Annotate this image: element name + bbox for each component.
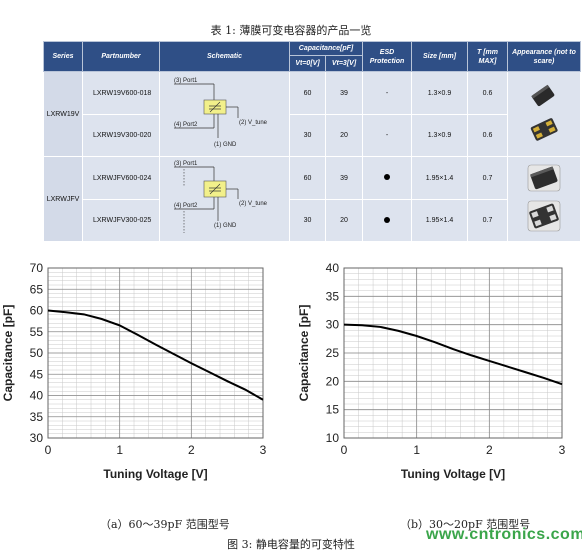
vt0-cell: 30: [289, 114, 326, 157]
header-vt3: Vt=3[V]: [325, 55, 363, 72]
esd-cell: -: [362, 114, 412, 157]
t-cell: 0.6: [467, 114, 508, 157]
partnumber-cell: LXRW19V600-018: [82, 71, 160, 115]
y-tick-label: 55: [30, 325, 44, 339]
x-axis-label: Tuning Voltage [V]: [401, 467, 505, 481]
t-cell: 0.6: [467, 71, 508, 115]
size-cell: 1.95×1.4: [411, 156, 468, 200]
esd-dot: [384, 174, 390, 180]
schematic-port2-label: (4) Port2: [174, 203, 198, 209]
y-tick-label: 20: [326, 374, 340, 388]
header-esd: ESD Protection: [362, 41, 412, 72]
esd-cell: [362, 199, 412, 242]
header-vt0: Vt=0[V]: [289, 55, 326, 72]
vt3-cell: 20: [325, 199, 363, 242]
package-image-1: [530, 84, 558, 141]
x-tick-label: 1: [413, 443, 420, 457]
y-tick-label: 35: [326, 289, 340, 303]
header-partnumber: Partnumber: [82, 41, 160, 72]
vt3-cell: 39: [325, 71, 363, 115]
y-axis-label: Capacitance [pF]: [1, 305, 15, 402]
table-caption: 表 1: 薄膜可变电容器的产品一览: [210, 24, 372, 37]
y-tick-label: 15: [326, 403, 340, 417]
series-line: [47, 309, 264, 401]
schematic-cell: (3) Port1 (4) Port2 (2) V_tune (1) GND: [159, 71, 290, 157]
partnumber-cell: LXRWJFV600-024: [82, 156, 160, 200]
schematic-vtune-label: (2) V_tune: [239, 120, 268, 126]
header-t: T [mm MAX]: [467, 41, 508, 72]
x-tick-label: 0: [341, 443, 348, 457]
schematic-gnd-label: (1) GND: [214, 223, 237, 229]
schematic-diagram-1: (3) Port1 (4) Port2 (2) V_tune (1) GND: [174, 78, 268, 148]
x-axis-label: Tuning Voltage [V]: [103, 467, 207, 481]
y-tick-label: 70: [30, 261, 44, 275]
partnumber-cell: LXRWJFV300-025: [82, 199, 160, 242]
header-series: Series: [43, 41, 83, 72]
header-appearance: Appearance (not to scare): [507, 41, 581, 72]
header-schematic: Schematic: [159, 41, 290, 72]
series-cell: LXRWJFV: [43, 156, 83, 242]
series-cell: LXRW19V: [43, 71, 83, 157]
header-capacitance: Capacitance[pF]: [289, 41, 363, 56]
partnumber-cell: LXRW19V300-020: [82, 114, 160, 157]
schematic-vtune-label: (2) V_tune: [239, 201, 268, 207]
vt0-cell: 60: [289, 156, 326, 200]
y-tick-label: 25: [326, 346, 340, 360]
chart-a-caption: （a）60～39pF 范围型号: [100, 518, 230, 531]
y-axis-label: Capacitance [pF]: [297, 305, 311, 402]
schematic-diagram-2: (3) Port1 (4) Port2 (2) V_tune (1) GND: [174, 161, 268, 233]
appearance-cell: [507, 71, 581, 157]
y-tick-label: 30: [30, 431, 44, 445]
figure-caption: 图 3: 静电容量的可变特性: [227, 538, 355, 551]
chart-b-caption: （b）30～20pF 范围型号: [400, 518, 531, 531]
chart-b: 10 15 20 25 30 35 40 0 1 2 3 Tuning Voltage [V] Capa…: [297, 261, 566, 481]
vt3-cell: 39: [325, 156, 363, 200]
header-size: Size [mm]: [411, 41, 468, 72]
schematic-port2-label: (4) Port2: [174, 122, 198, 128]
vt0-cell: 30: [289, 199, 326, 242]
vt3-cell: 20: [325, 114, 363, 157]
y-tick-label: 35: [30, 410, 44, 424]
x-tick-label: 1: [116, 443, 123, 457]
appearance-cell: [507, 156, 581, 242]
schematic-cell: (3) Port1 (4) Port2 (2) V_tune (1) GND: [159, 156, 290, 242]
plot-frame: [343, 267, 563, 439]
size-cell: 1.95×1.4: [411, 199, 468, 242]
x-tick-label: 0: [45, 443, 52, 457]
plot-frame: [47, 267, 264, 439]
t-cell: 0.7: [467, 199, 508, 242]
esd-cell: [362, 156, 412, 200]
esd-cell: -: [362, 71, 412, 115]
y-tick-label: 60: [30, 304, 44, 318]
y-tick-label: 30: [326, 318, 340, 332]
series-line: [343, 323, 563, 386]
schematic-port1-label: (3) Port1: [174, 78, 198, 84]
y-tick-label: 40: [30, 389, 44, 403]
chart-a: 30 35 40 45 50 55 60 65 70 0 1 2 3 Tuning Voltage [V]…: [1, 261, 267, 481]
product-table: Series Partnumber Schematic Capacitance[…: [43, 41, 581, 242]
y-tick-label: 65: [30, 282, 44, 296]
esd-dot: [384, 216, 390, 223]
watermark: www.cntronics.com: [426, 526, 582, 543]
schematic-port1-label: (3) Port1: [174, 161, 198, 167]
x-tick-label: 3: [260, 443, 267, 457]
package-image-2: [527, 164, 561, 232]
y-tick-label: 45: [30, 367, 44, 381]
size-cell: 1.3×0.9: [411, 71, 468, 115]
vt0-cell: 60: [289, 71, 326, 115]
y-tick-label: 10: [326, 431, 340, 445]
y-tick-label: 50: [30, 346, 44, 360]
size-cell: 1.3×0.9: [411, 114, 468, 157]
x-tick-label: 2: [486, 443, 493, 457]
schematic-gnd-label: (1) GND: [214, 142, 237, 148]
y-tick-label: 40: [326, 261, 340, 275]
x-tick-label: 3: [559, 443, 566, 457]
x-tick-label: 2: [188, 443, 195, 457]
t-cell: 0.7: [467, 156, 508, 200]
